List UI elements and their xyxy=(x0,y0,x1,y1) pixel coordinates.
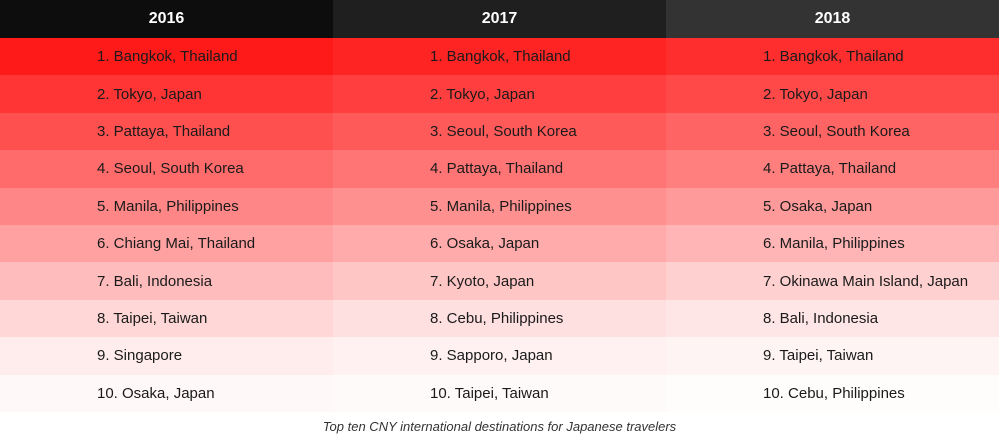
table-row: 1. Bangkok, Thailand 1. Bangkok, Thailand… xyxy=(0,38,999,76)
table-cell: 10. Osaka, Japan xyxy=(0,374,333,412)
table-cell: 2. Tokyo, Japan xyxy=(666,75,999,113)
table-cell: 7. Okinawa Main Island, Japan xyxy=(666,262,999,300)
header-row: 2016 2017 2018 xyxy=(0,0,999,38)
table-cell: 5. Manila, Philippines xyxy=(333,187,666,225)
table-cell: 6. Manila, Philippines xyxy=(666,224,999,263)
table-row: 10. Osaka, Japan 10. Taipei, Taiwan 10. Ce… xyxy=(0,374,999,412)
table-cell: 4. Pattaya, Thailand xyxy=(666,150,999,188)
table-cell: 3. Seoul, South Korea xyxy=(333,112,666,151)
table-cell: 3. Seoul, South Korea xyxy=(666,112,999,151)
chart-caption: Top ten CNY international destinations f… xyxy=(322,419,677,434)
table-cell: 4. Seoul, South Korea xyxy=(0,150,333,188)
table-row: 5. Manila, Philippines 5. Manila, Philipp… xyxy=(0,187,999,225)
table-cell: 8. Bali, Indonesia xyxy=(666,299,999,338)
table-cell: 5. Manila, Philippines xyxy=(0,187,333,225)
table-cell: 4. Pattaya, Thailand xyxy=(333,150,666,188)
table-row: 2. Tokyo, Japan 2. Tokyo, Japan 2. Tokyo, … xyxy=(0,75,999,113)
column-header-2018: 2018 xyxy=(666,0,999,38)
table-cell: 7. Kyoto, Japan xyxy=(333,262,666,300)
table-cell: 9. Singapore xyxy=(0,337,333,375)
table-cell: 10. Cebu, Philippines xyxy=(666,374,999,412)
table-cell: 9. Sapporo, Japan xyxy=(333,337,666,375)
table-cell: 3. Pattaya, Thailand xyxy=(0,112,333,151)
table-cell: 9. Taipei, Taiwan xyxy=(666,337,999,375)
table-cell: 8. Cebu, Philippines xyxy=(333,299,666,338)
column-header-2016: 2016 xyxy=(0,0,333,38)
destinations-table: 2016 2017 2018 1. Bangkok, Thailand 1. Bang… xyxy=(0,0,999,412)
table-cell: 7. Bali, Indonesia xyxy=(0,262,333,300)
table-cell: 1. Bangkok, Thailand xyxy=(666,38,999,76)
table-cell: 10. Taipei, Taiwan xyxy=(333,374,666,412)
table-body: 1. Bangkok, Thailand 1. Bangkok, Thailand… xyxy=(0,38,999,412)
table-cell: 6. Chiang Mai, Thailand xyxy=(0,224,333,263)
table-cell: 1. Bangkok, Thailand xyxy=(333,38,666,76)
table-row: 3. Pattaya, Thailand 3. Seoul, South Kore… xyxy=(0,112,999,151)
table-row: 7. Bali, Indonesia 7. Kyoto, Japan 7. Okin… xyxy=(0,262,999,300)
table-cell: 2. Tokyo, Japan xyxy=(333,75,666,113)
table-row: 8. Taipei, Taiwan 8. Cebu, Philippines 8. … xyxy=(0,299,999,338)
table-header: 2016 2017 2018 xyxy=(0,0,999,38)
table-row: 4. Seoul, South Korea 4. Pattaya, Thailan… xyxy=(0,150,999,188)
table-cell: 8. Taipei, Taiwan xyxy=(0,299,333,338)
table-cell: 6. Osaka, Japan xyxy=(333,224,666,263)
table-cell: 2. Tokyo, Japan xyxy=(0,75,333,113)
table-cell: 5. Osaka, Japan xyxy=(666,187,999,225)
table-row: 9. Singapore 9. Sapporo, Japan 9. Taipei, … xyxy=(0,337,999,375)
table-row: 6. Chiang Mai, Thailand 6. Osaka, Japan 6.… xyxy=(0,224,999,263)
column-header-2017: 2017 xyxy=(333,0,666,38)
table-cell: 1. Bangkok, Thailand xyxy=(0,38,333,76)
